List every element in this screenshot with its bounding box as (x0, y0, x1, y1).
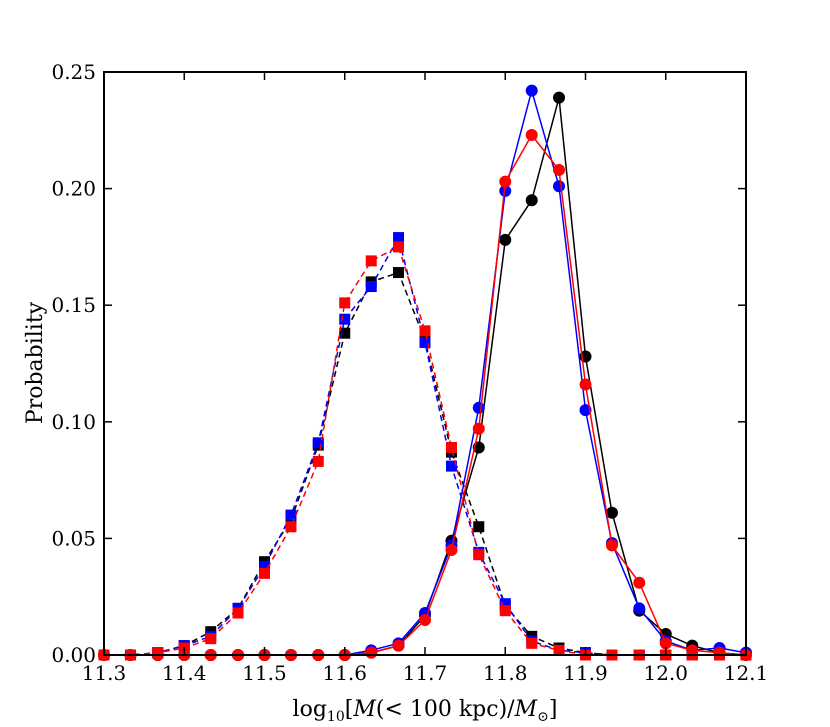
series-black-circles (98, 91, 752, 661)
series-line (104, 133, 747, 656)
data-point-square (365, 281, 377, 293)
x-title-sun: ⊙ (537, 709, 549, 725)
data-point-circle (472, 422, 485, 435)
data-point-circle (392, 639, 405, 652)
x-tick-label: 11.9 (563, 661, 608, 685)
data-point-circle (419, 614, 431, 627)
data-point-circle (605, 506, 618, 519)
series-line (104, 245, 746, 656)
data-point-circle (365, 646, 378, 659)
x-title-sub: 10 (327, 709, 345, 725)
data-point-circle (499, 233, 512, 246)
data-point-square (445, 441, 457, 453)
data-point-square (499, 605, 511, 617)
data-point-square (393, 232, 405, 244)
data-point-square (312, 437, 324, 449)
y-tick-label: 0.00 (51, 643, 96, 667)
data-point-circle (713, 646, 726, 659)
x-tick-label: 12.0 (643, 661, 688, 685)
data-point-square (232, 607, 244, 619)
x-tick-label: 12.1 (724, 661, 769, 685)
y-axis-title: Probability (23, 301, 48, 424)
data-point-square (526, 637, 538, 649)
series-blue-circles (98, 84, 752, 661)
data-point-circle (445, 544, 458, 557)
series-layer (98, 84, 752, 661)
data-point-circle (553, 180, 566, 193)
series-red-squares (98, 241, 752, 661)
data-point-square (553, 644, 565, 656)
data-point-square (339, 297, 351, 309)
data-point-square (339, 327, 351, 339)
x-tick-label: 11.7 (403, 661, 448, 685)
data-point-circle (525, 194, 538, 207)
data-point-square (393, 267, 405, 279)
data-point-square (205, 633, 217, 645)
data-point-square (285, 521, 297, 533)
data-point-square (339, 313, 351, 325)
x-tick-label: 11.4 (162, 661, 207, 685)
data-point-circle (579, 404, 592, 417)
data-point-square (285, 509, 297, 521)
x-title-end: ] (549, 697, 558, 722)
x-title-paren: (< 100 kpc)/ (376, 697, 515, 722)
data-point-square (365, 255, 377, 267)
x-title-log: log (293, 697, 327, 722)
data-point-circle (633, 576, 646, 589)
x-axis-title: log10[M(< 100 kpc)/M⊙] (293, 697, 558, 725)
data-point-square (445, 460, 457, 472)
y-tick-label: 0.10 (51, 410, 96, 434)
data-point-circle (499, 175, 512, 188)
series-red-circles (98, 128, 752, 661)
x-tick-label: 11.8 (483, 661, 528, 685)
data-point-square (259, 567, 270, 579)
data-point-circle (525, 84, 538, 97)
data-point-circle (553, 163, 566, 176)
x-title-m2: M (514, 697, 538, 722)
y-tick-label: 0.05 (51, 526, 96, 550)
data-point-circle (605, 539, 618, 552)
ticks-layer: 11.3 11.4 11.5 11.6 11.7 11.8 11.9 12.0 12.1 0.00… (51, 60, 768, 685)
y-tick-label: 0.25 (51, 60, 96, 84)
data-point-square (419, 337, 431, 349)
data-point-circle (579, 378, 592, 391)
data-point-circle (633, 602, 646, 615)
x-tick-label: 11.6 (322, 661, 367, 685)
y-tick-label: 0.20 (51, 177, 96, 201)
data-point-circle (553, 91, 566, 104)
x-tick-label: 11.3 (82, 661, 127, 685)
data-point-square (473, 521, 485, 533)
series-line (104, 235, 746, 656)
data-point-circle (472, 441, 485, 454)
series-blue-squares (98, 232, 752, 661)
data-point-circle (472, 401, 485, 414)
data-point-square (312, 455, 324, 467)
series-line (104, 87, 747, 656)
data-point-square (393, 241, 405, 253)
x-title-bracket: [ (345, 697, 354, 722)
y-tick-label: 0.15 (51, 293, 96, 317)
data-point-square (419, 325, 431, 337)
data-point-square (473, 549, 485, 561)
x-title-m: M (352, 697, 376, 722)
x-tick-label: 11.5 (242, 661, 287, 685)
plot-frame (103, 71, 747, 656)
data-point-circle (525, 128, 538, 141)
series-line (104, 97, 747, 656)
